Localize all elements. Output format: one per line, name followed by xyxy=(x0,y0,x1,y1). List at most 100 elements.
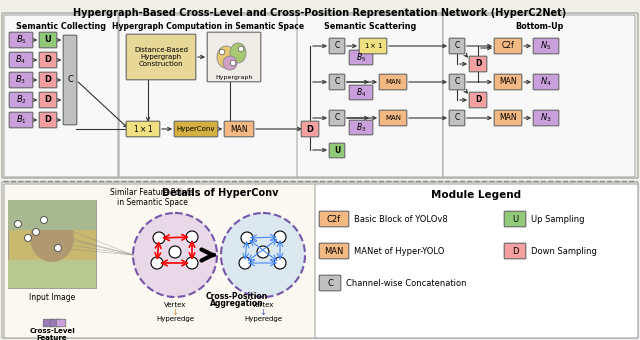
FancyBboxPatch shape xyxy=(126,121,160,137)
FancyBboxPatch shape xyxy=(9,112,33,128)
Text: Details of HyperConv: Details of HyperConv xyxy=(162,188,278,198)
FancyBboxPatch shape xyxy=(4,15,118,177)
Text: Semantic Scattering: Semantic Scattering xyxy=(324,22,416,31)
FancyBboxPatch shape xyxy=(56,319,66,327)
Ellipse shape xyxy=(30,214,74,262)
FancyBboxPatch shape xyxy=(63,35,77,125)
FancyBboxPatch shape xyxy=(297,15,443,177)
FancyBboxPatch shape xyxy=(469,92,487,108)
Text: $B_1$: $B_1$ xyxy=(15,114,26,126)
Text: Distance-Based
Hypergraph
Construction: Distance-Based Hypergraph Construction xyxy=(134,47,188,67)
FancyBboxPatch shape xyxy=(9,72,33,88)
Text: Down Sampling: Down Sampling xyxy=(531,246,597,255)
Text: MAN: MAN xyxy=(324,246,344,255)
FancyBboxPatch shape xyxy=(329,74,345,90)
Ellipse shape xyxy=(230,43,246,63)
FancyBboxPatch shape xyxy=(494,110,522,126)
Circle shape xyxy=(40,217,47,223)
FancyBboxPatch shape xyxy=(469,56,487,72)
FancyBboxPatch shape xyxy=(119,15,298,177)
FancyBboxPatch shape xyxy=(8,260,96,288)
Text: Bottom-Up: Bottom-Up xyxy=(515,22,563,31)
Text: $B_2$: $B_2$ xyxy=(15,94,26,106)
Circle shape xyxy=(15,221,22,227)
FancyBboxPatch shape xyxy=(359,38,387,54)
Text: MANet of Hyper-YOLO: MANet of Hyper-YOLO xyxy=(354,246,444,255)
Text: MAN: MAN xyxy=(499,78,517,86)
Text: Vertex: Vertex xyxy=(164,302,186,308)
Circle shape xyxy=(274,231,286,243)
FancyBboxPatch shape xyxy=(494,74,522,90)
FancyBboxPatch shape xyxy=(533,110,559,126)
Text: $B_3$: $B_3$ xyxy=(356,121,366,134)
Text: Up Sampling: Up Sampling xyxy=(531,215,584,223)
Text: $B_5$: $B_5$ xyxy=(356,51,366,64)
Text: $B_4$: $B_4$ xyxy=(15,54,27,66)
Text: ↓: ↓ xyxy=(259,308,266,317)
FancyBboxPatch shape xyxy=(2,13,638,178)
Text: Module Legend: Module Legend xyxy=(431,190,521,200)
Text: Aggregation: Aggregation xyxy=(210,299,264,308)
Text: Semantic Collecting: Semantic Collecting xyxy=(16,22,106,31)
Ellipse shape xyxy=(223,56,237,70)
Text: C: C xyxy=(334,78,340,86)
Text: D: D xyxy=(475,59,481,68)
Text: D: D xyxy=(475,96,481,104)
Text: D: D xyxy=(45,55,51,65)
Circle shape xyxy=(133,213,217,297)
Text: C: C xyxy=(454,114,460,122)
Circle shape xyxy=(33,228,40,236)
Text: $N_3$: $N_3$ xyxy=(540,112,552,124)
Text: $1\times1$: $1\times1$ xyxy=(133,123,153,135)
Text: Hypergraph: Hypergraph xyxy=(215,74,253,80)
FancyBboxPatch shape xyxy=(39,112,57,128)
Circle shape xyxy=(257,246,269,258)
Text: D: D xyxy=(45,96,51,104)
FancyBboxPatch shape xyxy=(449,110,465,126)
Text: $N_5$: $N_5$ xyxy=(540,40,552,52)
Text: Input Image: Input Image xyxy=(29,293,75,302)
Text: C: C xyxy=(67,75,73,85)
FancyBboxPatch shape xyxy=(8,200,96,288)
Text: Hypergraph-Based Cross-Level and Cross-Position Representation Network (HyperC2N: Hypergraph-Based Cross-Level and Cross-P… xyxy=(74,8,566,18)
FancyBboxPatch shape xyxy=(9,32,33,48)
Text: C2f: C2f xyxy=(327,215,341,223)
Text: ↓: ↓ xyxy=(172,308,179,317)
FancyBboxPatch shape xyxy=(9,92,33,108)
FancyBboxPatch shape xyxy=(39,92,57,108)
FancyBboxPatch shape xyxy=(301,121,319,137)
Text: HyperConv: HyperConv xyxy=(177,126,215,132)
FancyBboxPatch shape xyxy=(494,38,522,54)
FancyBboxPatch shape xyxy=(379,110,407,126)
FancyBboxPatch shape xyxy=(443,15,635,177)
Text: D: D xyxy=(512,246,518,255)
Text: D: D xyxy=(45,116,51,124)
Text: Hypergraph Computation in Semantic Space: Hypergraph Computation in Semantic Space xyxy=(112,22,304,31)
Circle shape xyxy=(153,232,165,244)
FancyBboxPatch shape xyxy=(4,184,316,338)
FancyBboxPatch shape xyxy=(174,121,218,137)
Text: C: C xyxy=(334,41,340,51)
FancyBboxPatch shape xyxy=(349,120,372,135)
Text: Cross-Level: Cross-Level xyxy=(29,328,75,334)
Circle shape xyxy=(274,257,286,269)
Text: MAN: MAN xyxy=(499,114,517,122)
Text: U: U xyxy=(512,215,518,223)
Text: Similar Feature Points
in Semantic Space: Similar Feature Points in Semantic Space xyxy=(110,188,194,207)
Circle shape xyxy=(186,231,198,243)
FancyBboxPatch shape xyxy=(329,110,345,126)
FancyBboxPatch shape xyxy=(315,184,638,338)
Text: D: D xyxy=(45,75,51,85)
Text: $B_5$: $B_5$ xyxy=(15,34,26,46)
Text: $B_4$: $B_4$ xyxy=(356,86,366,99)
Text: MAN: MAN xyxy=(385,79,401,85)
FancyBboxPatch shape xyxy=(329,38,345,54)
FancyBboxPatch shape xyxy=(50,319,60,327)
FancyBboxPatch shape xyxy=(349,85,372,100)
Circle shape xyxy=(151,257,163,269)
Text: $1\times1$: $1\times1$ xyxy=(364,41,383,51)
FancyBboxPatch shape xyxy=(329,143,345,158)
FancyBboxPatch shape xyxy=(533,74,559,90)
Text: C: C xyxy=(454,41,460,51)
Circle shape xyxy=(169,246,181,258)
